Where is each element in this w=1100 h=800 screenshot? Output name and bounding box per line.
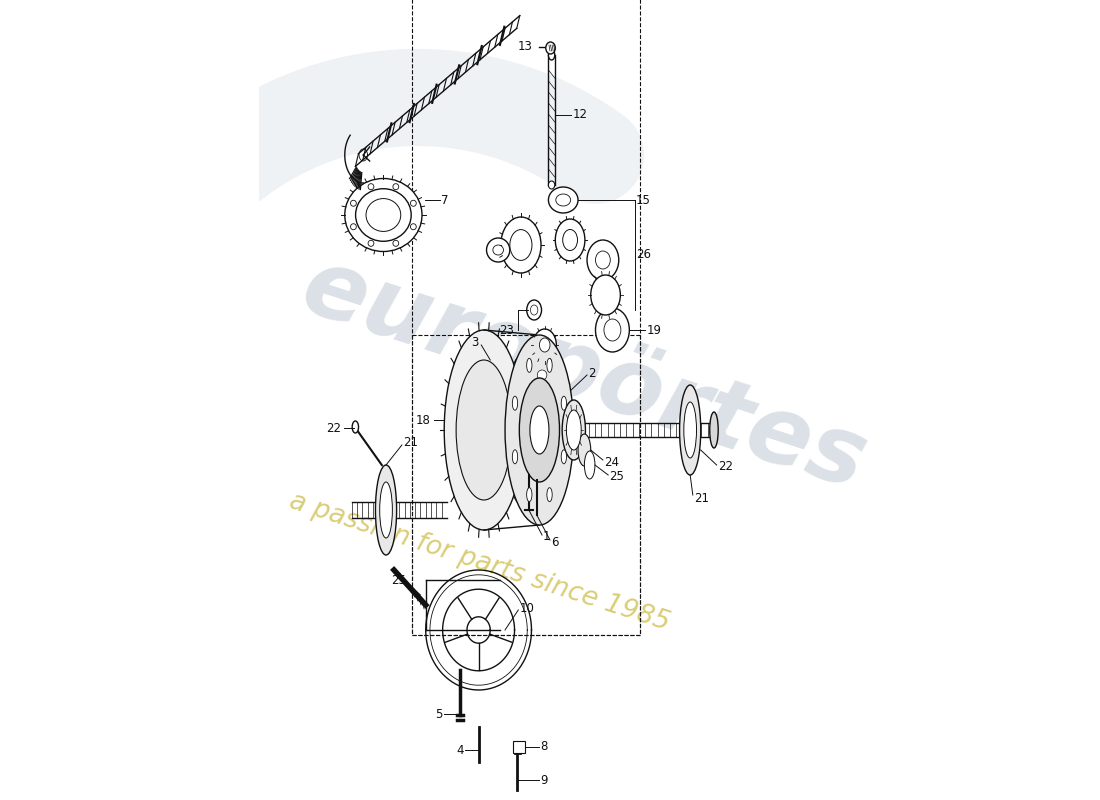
- Text: 8: 8: [540, 741, 548, 754]
- Text: 26: 26: [636, 249, 651, 262]
- Text: europörtes: europörtes: [290, 239, 879, 510]
- Ellipse shape: [539, 338, 550, 352]
- Text: 6: 6: [551, 535, 559, 549]
- Ellipse shape: [556, 194, 571, 206]
- Text: 22: 22: [717, 461, 733, 474]
- Ellipse shape: [549, 181, 554, 189]
- Ellipse shape: [375, 465, 397, 555]
- Ellipse shape: [344, 178, 422, 251]
- Ellipse shape: [563, 230, 578, 250]
- Ellipse shape: [587, 240, 619, 280]
- Ellipse shape: [530, 305, 538, 315]
- Text: 2: 2: [588, 366, 595, 379]
- Ellipse shape: [595, 251, 610, 269]
- Text: 3: 3: [471, 335, 478, 349]
- Ellipse shape: [519, 378, 560, 482]
- Ellipse shape: [684, 402, 696, 458]
- Text: a passion for parts since 1985: a passion for parts since 1985: [286, 488, 672, 636]
- Ellipse shape: [549, 50, 554, 60]
- Text: 24: 24: [604, 455, 619, 469]
- Ellipse shape: [393, 240, 398, 246]
- Ellipse shape: [549, 187, 578, 213]
- Text: 25: 25: [609, 470, 624, 483]
- Ellipse shape: [546, 42, 556, 54]
- Ellipse shape: [410, 224, 416, 230]
- Text: 4: 4: [456, 743, 464, 757]
- Text: 22: 22: [326, 422, 341, 434]
- Ellipse shape: [532, 365, 551, 385]
- Ellipse shape: [510, 230, 532, 261]
- Ellipse shape: [595, 308, 629, 352]
- Ellipse shape: [513, 396, 518, 410]
- Text: 15: 15: [636, 194, 650, 206]
- Text: 1: 1: [543, 530, 551, 543]
- Ellipse shape: [486, 238, 509, 262]
- Ellipse shape: [368, 240, 374, 246]
- Text: 18: 18: [416, 414, 431, 426]
- Ellipse shape: [547, 488, 552, 502]
- Ellipse shape: [680, 385, 701, 475]
- Text: 5: 5: [436, 707, 442, 721]
- Ellipse shape: [505, 335, 574, 525]
- Ellipse shape: [351, 200, 356, 206]
- Ellipse shape: [444, 330, 524, 530]
- Ellipse shape: [561, 396, 566, 410]
- Ellipse shape: [604, 319, 620, 341]
- Text: 21: 21: [403, 437, 418, 450]
- Ellipse shape: [500, 217, 541, 273]
- Ellipse shape: [591, 275, 620, 315]
- Ellipse shape: [562, 400, 585, 460]
- Text: 12: 12: [572, 109, 587, 122]
- Ellipse shape: [355, 189, 411, 242]
- Text: 9: 9: [540, 774, 548, 786]
- Ellipse shape: [530, 406, 549, 454]
- Bar: [412, 0, 640, 635]
- Ellipse shape: [352, 421, 359, 433]
- Bar: [513, 741, 525, 753]
- Ellipse shape: [527, 358, 532, 372]
- Text: 10: 10: [519, 602, 535, 614]
- Ellipse shape: [410, 200, 416, 206]
- Ellipse shape: [561, 450, 566, 464]
- Text: 21: 21: [694, 491, 708, 505]
- Ellipse shape: [534, 329, 557, 361]
- Text: 23: 23: [499, 323, 514, 337]
- Ellipse shape: [456, 360, 512, 500]
- Ellipse shape: [556, 219, 585, 261]
- Text: 25: 25: [390, 574, 406, 587]
- Ellipse shape: [513, 450, 518, 464]
- Text: 7: 7: [441, 194, 449, 206]
- Ellipse shape: [537, 370, 547, 380]
- Ellipse shape: [547, 358, 552, 372]
- Text: 13: 13: [518, 41, 532, 54]
- Ellipse shape: [578, 434, 591, 466]
- Text: 19: 19: [647, 323, 661, 337]
- Ellipse shape: [379, 482, 393, 538]
- Ellipse shape: [527, 300, 541, 320]
- Ellipse shape: [584, 451, 595, 479]
- Ellipse shape: [493, 245, 504, 255]
- Ellipse shape: [368, 184, 374, 190]
- Ellipse shape: [351, 224, 356, 230]
- Ellipse shape: [566, 410, 581, 450]
- Ellipse shape: [366, 198, 400, 231]
- Ellipse shape: [710, 412, 718, 448]
- Ellipse shape: [393, 184, 398, 190]
- Ellipse shape: [527, 488, 532, 502]
